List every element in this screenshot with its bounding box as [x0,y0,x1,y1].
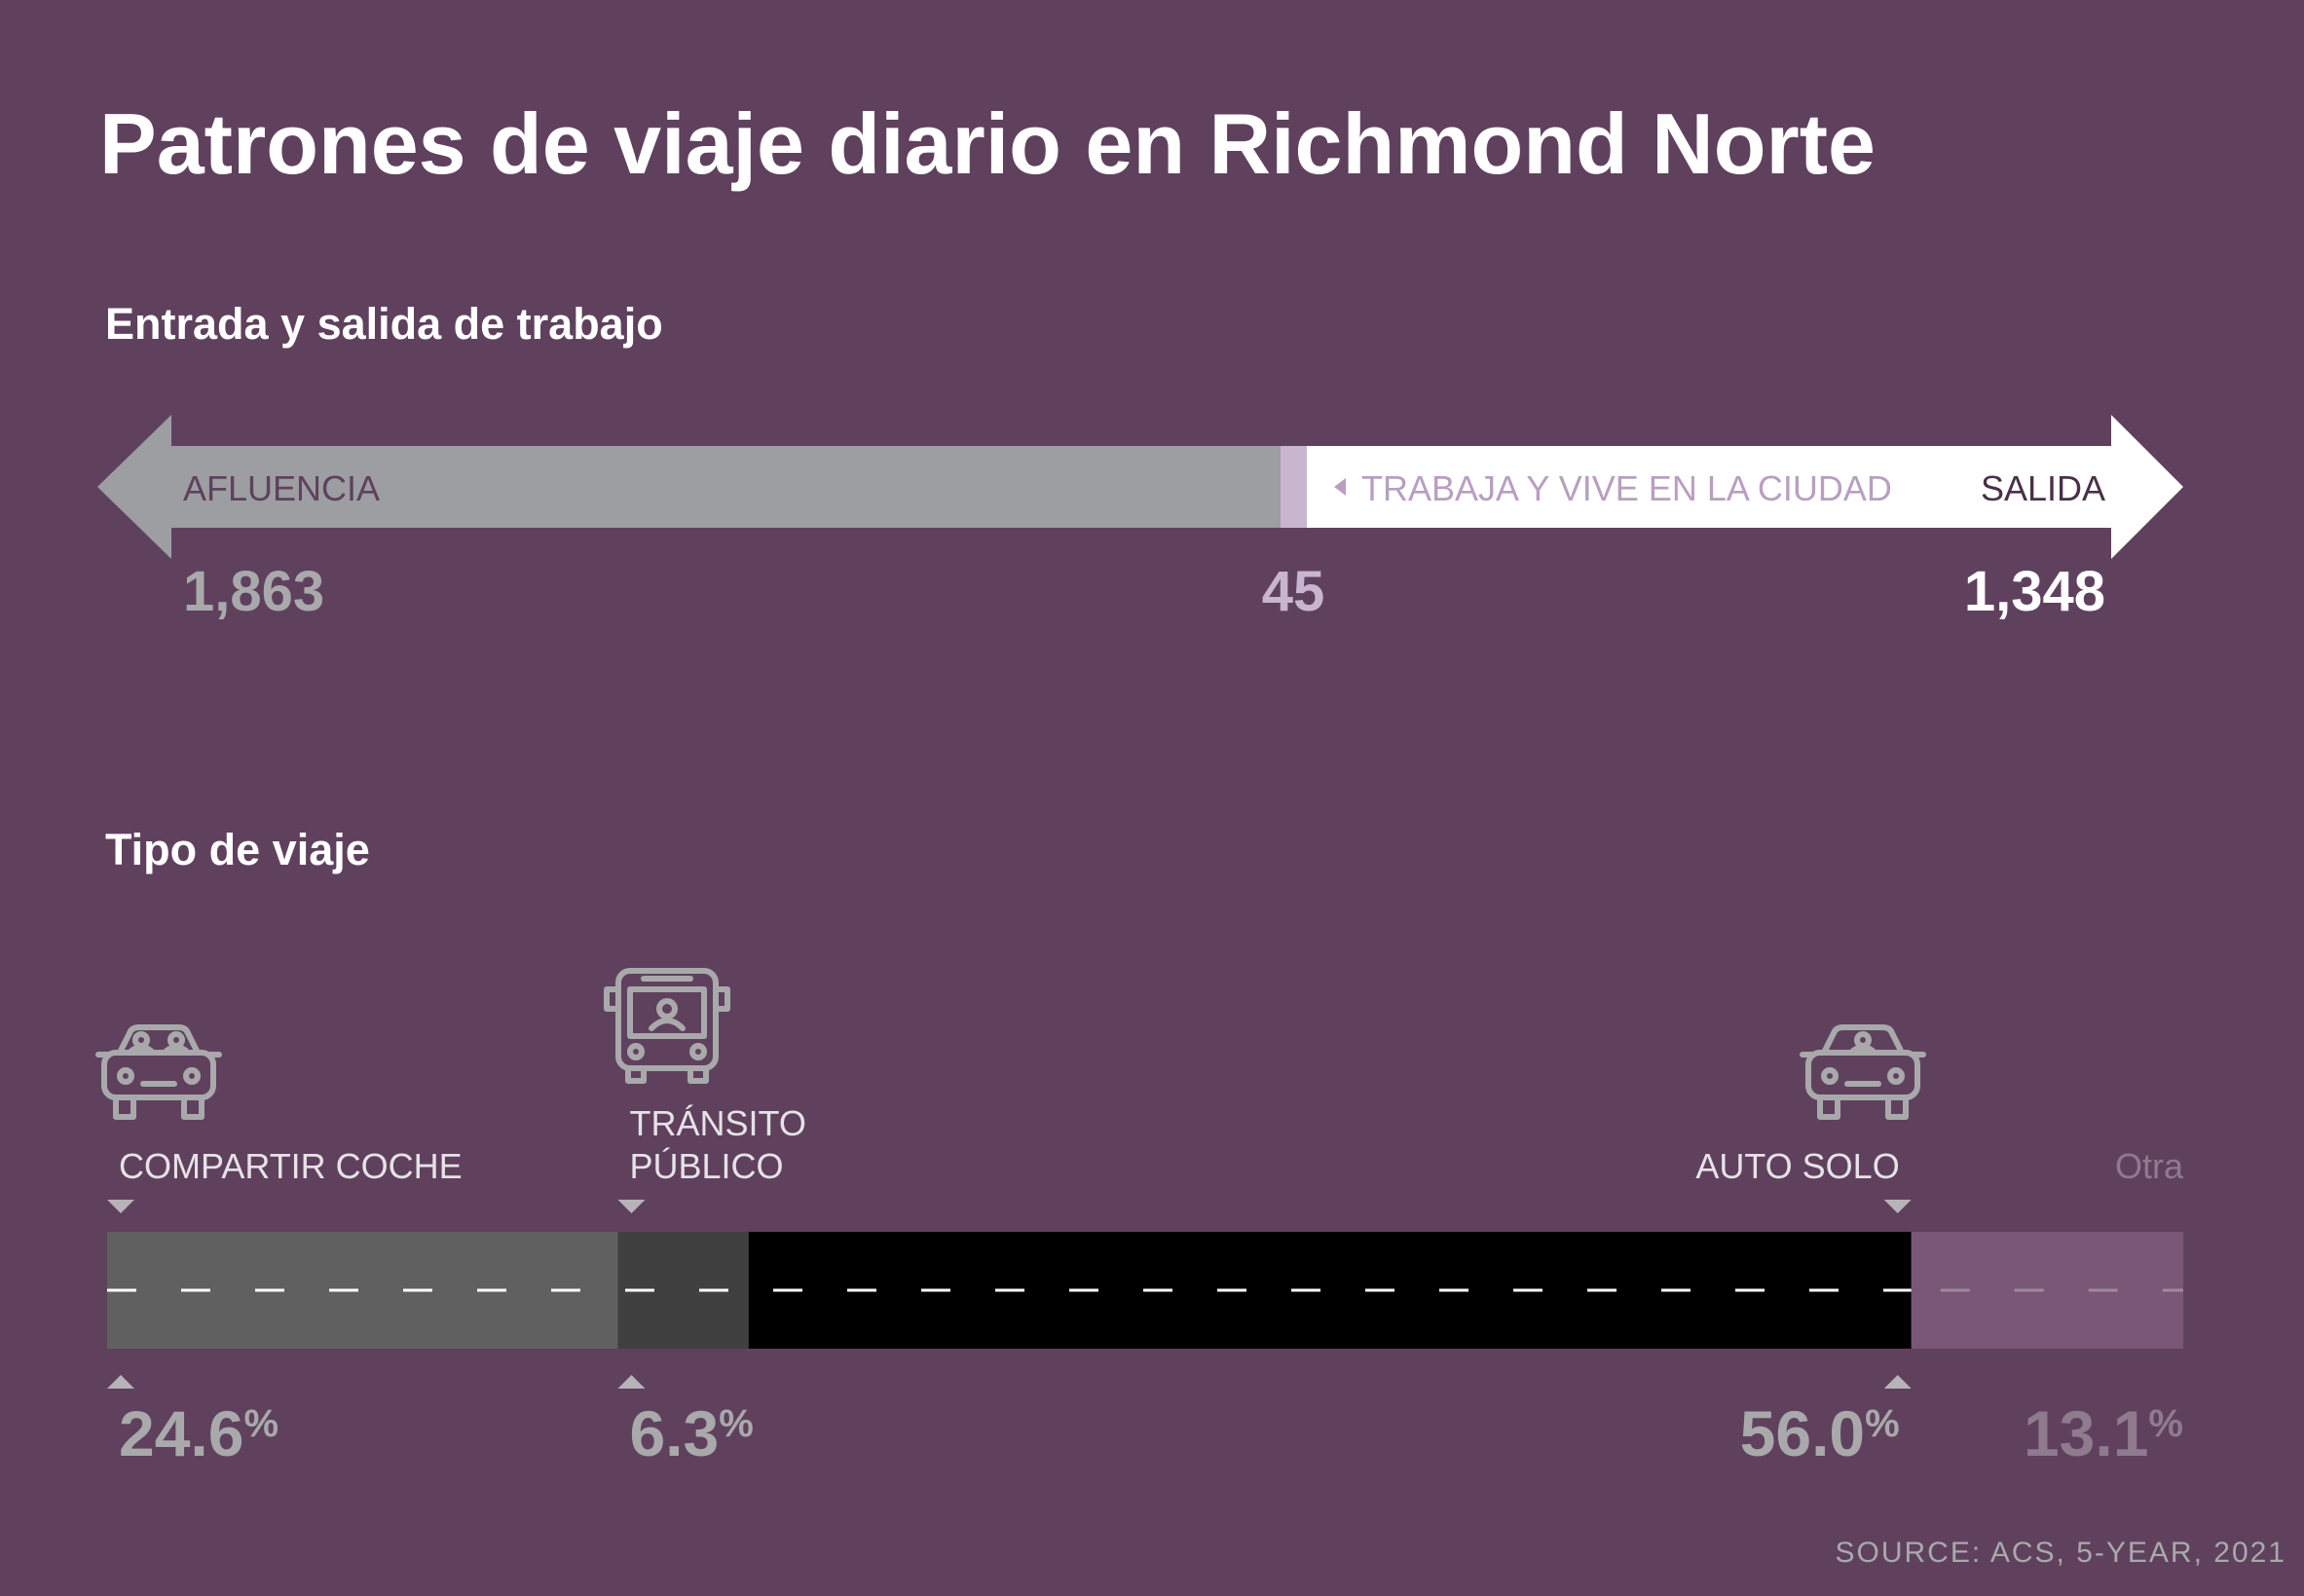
up-marker-icon [617,1375,646,1389]
outflow-value: 1,348 [1964,560,2105,623]
mode-label-transito-publico: TRÁNSITO [629,1103,805,1143]
mode-value-compartir-coche: 24.6% [119,1397,279,1469]
mode-value-auto-solo: 56.0% [1740,1397,1900,1469]
mode-heading: Tipo de viaje [105,825,370,874]
page-title: Patrones de viaje diario en Richmond Nor… [99,95,1876,192]
mode-value-otra: 13.1% [2024,1397,2183,1469]
mode-label-compartir-coche: COMPARTIR COCHE [119,1146,463,1186]
up-marker-icon [107,1375,134,1389]
source-note: SOURCE: ACS, 5-YEAR, 2021 [1836,1537,2287,1569]
down-marker-icon [1883,1200,1912,1213]
mode-label-otra: Otra [2115,1146,2184,1186]
inflow-value: 1,863 [183,560,324,623]
outflow-bar [1307,415,2183,559]
mode-label-auto-solo: AUTO SOLO [1695,1146,1899,1186]
left-caret-icon [1334,478,1346,496]
up-marker-icon [1883,1375,1912,1389]
both-value: 45 [1262,560,1325,623]
down-marker-icon [617,1200,646,1213]
outflow-label: SALIDA [1981,468,2105,508]
inflow-bar [97,415,1281,559]
both-bar [1281,446,1307,528]
down-marker-icon [107,1200,134,1213]
solo-car-icon [1800,1024,1926,1120]
flow-heading: Entrada y salida de trabajo [105,299,663,349]
inflow-label: AFLUENCIA [183,468,380,508]
bus-icon [604,968,730,1084]
carpool-car-icon [95,1024,222,1120]
mode-value-transito-publico: 6.3% [629,1397,753,1469]
mode-label-transito-publico: PÚBLICO [629,1146,783,1186]
flow-arrow: AFLUENCIA TRABAJA Y VIVE EN LA CIUDAD SA… [97,415,2183,559]
both-label: TRABAJA Y VIVE EN LA CIUDAD [1361,468,1892,508]
